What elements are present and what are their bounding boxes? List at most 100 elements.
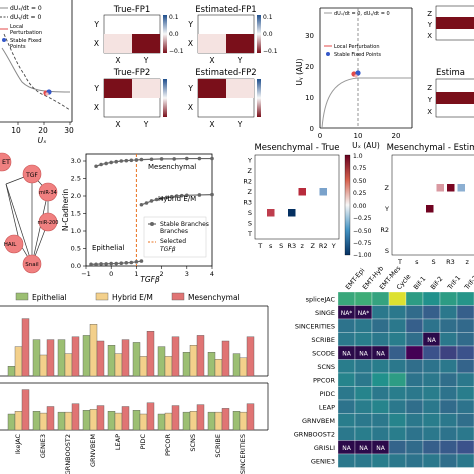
bar <box>107 411 116 431</box>
bar <box>121 406 130 431</box>
ranking-col-label: Trif-1 <box>445 274 462 292</box>
ranking-cell <box>354 372 373 387</box>
panel-a-xtick: 10 <box>11 126 21 135</box>
ranking-cell <box>337 386 356 401</box>
bif-branch-point <box>129 158 134 163</box>
ranking-cell <box>337 413 356 428</box>
bar <box>189 411 198 431</box>
bar-chart: Epithelial Hybrid E/M Mesenchymal IkeJAC… <box>0 292 269 474</box>
ranking-row-label: SINGE <box>315 309 335 317</box>
ranking-cell <box>388 305 407 320</box>
bar <box>114 353 123 377</box>
svg-text:Stable Fixed Points: Stable Fixed Points <box>334 52 381 58</box>
svg-text:X: X <box>94 39 99 48</box>
ranking-row-label: GRNBOOST2 <box>294 430 335 438</box>
bif-branch-point <box>109 261 113 266</box>
bif-branch-point <box>149 157 154 162</box>
bar <box>239 411 248 431</box>
bif-branch-point <box>89 262 93 267</box>
ranking-cell <box>456 318 474 333</box>
bar <box>14 346 23 377</box>
svg-text:Y: Y <box>93 84 99 93</box>
heatmap-cell <box>457 184 465 192</box>
bar <box>46 406 55 431</box>
ranking-row-label: PPCOR <box>313 376 335 384</box>
bar <box>239 357 248 377</box>
ranking-cell <box>337 372 356 387</box>
bif-xtick: 3 <box>185 270 189 278</box>
bar <box>164 356 173 377</box>
bar <box>246 403 255 431</box>
svg-text:20: 20 <box>305 63 314 71</box>
bif-branch-point <box>99 162 103 167</box>
bar <box>121 339 130 377</box>
ranking-cell <box>371 386 390 401</box>
ranking-cell <box>388 413 407 428</box>
bif-ytick: 2.0 <box>71 192 81 200</box>
ranking-cell <box>456 399 474 414</box>
ranking-na-label: NA <box>342 350 351 357</box>
bar-category-label: LEAP <box>114 434 122 450</box>
svg-text:1.0: 1.0 <box>353 153 363 160</box>
svg-text:dUₓ/dt = 0: dUₓ/dt = 0 <box>10 5 42 12</box>
ranking-cell <box>371 332 390 347</box>
bif-branch-line <box>95 157 212 167</box>
bar <box>207 411 216 431</box>
bif-xtick: 2 <box>160 270 164 278</box>
heatmap-row-label: S <box>248 209 252 217</box>
ranking-row-label: SCNS <box>317 363 335 371</box>
ranking-cell <box>422 413 441 428</box>
svg-text:0.1: 0.1 <box>263 14 273 21</box>
ranking-na-label: NA* <box>341 310 353 317</box>
ranking-row-label: SINCERITIES <box>295 322 335 330</box>
ranking-cell <box>388 453 407 468</box>
bif-branch-point <box>144 201 149 205</box>
ranking-cell <box>354 359 373 374</box>
svg-text:Y: Y <box>143 56 149 65</box>
heatmap-col-label: R3 <box>446 258 455 266</box>
bif-branch-point <box>104 161 108 166</box>
heatmap-cell <box>288 209 296 217</box>
svg-text:Y: Y <box>187 20 193 29</box>
ranking-cell <box>371 426 390 441</box>
network-node <box>38 182 58 202</box>
ranking-cell <box>405 291 424 306</box>
bar <box>7 413 16 431</box>
ranking-na-label: NA <box>342 445 351 452</box>
bar <box>7 366 16 377</box>
ranking-cell <box>371 453 390 468</box>
ranking-cell <box>422 345 441 360</box>
bar <box>182 411 191 431</box>
svg-text:−0.1: −0.1 <box>263 48 278 55</box>
bif-branch-point <box>174 194 179 198</box>
bif-branch-point <box>114 261 119 266</box>
ranking-cell <box>405 386 424 401</box>
bif-ytick: 1.5 <box>71 210 81 218</box>
bif-branch-point <box>134 158 139 162</box>
heatmap-title: True-FP2 <box>113 68 151 78</box>
ranking-cell <box>422 453 441 468</box>
bif-branch-point <box>159 157 164 161</box>
ranking-cell <box>456 291 474 306</box>
ranking-cell <box>422 426 441 441</box>
bar-category-label: IkeJAC <box>14 434 22 455</box>
ranking-cell <box>388 386 407 401</box>
bar <box>21 389 30 431</box>
bif-branch-point <box>154 197 159 202</box>
ranking-cell <box>405 372 424 387</box>
heatmap-col-label: Y <box>331 242 336 250</box>
ranking-cell <box>439 305 458 320</box>
heatmap-col-label: s <box>269 242 273 250</box>
ranking-cell <box>371 305 390 320</box>
svg-text:0: 0 <box>318 132 322 140</box>
ranking-cell <box>354 291 373 306</box>
bif-branch-point <box>197 193 202 197</box>
ranking-cell <box>405 318 424 333</box>
ranking-na-label: NA* <box>358 310 370 317</box>
ranking-cell <box>439 332 458 347</box>
heatmap-title: Mesenchymal - Estim <box>387 143 474 153</box>
bar <box>171 405 180 431</box>
bar <box>157 413 166 431</box>
network-diagram: ET TGF miR-34 miR-200 HAIL Snail <box>0 152 58 274</box>
